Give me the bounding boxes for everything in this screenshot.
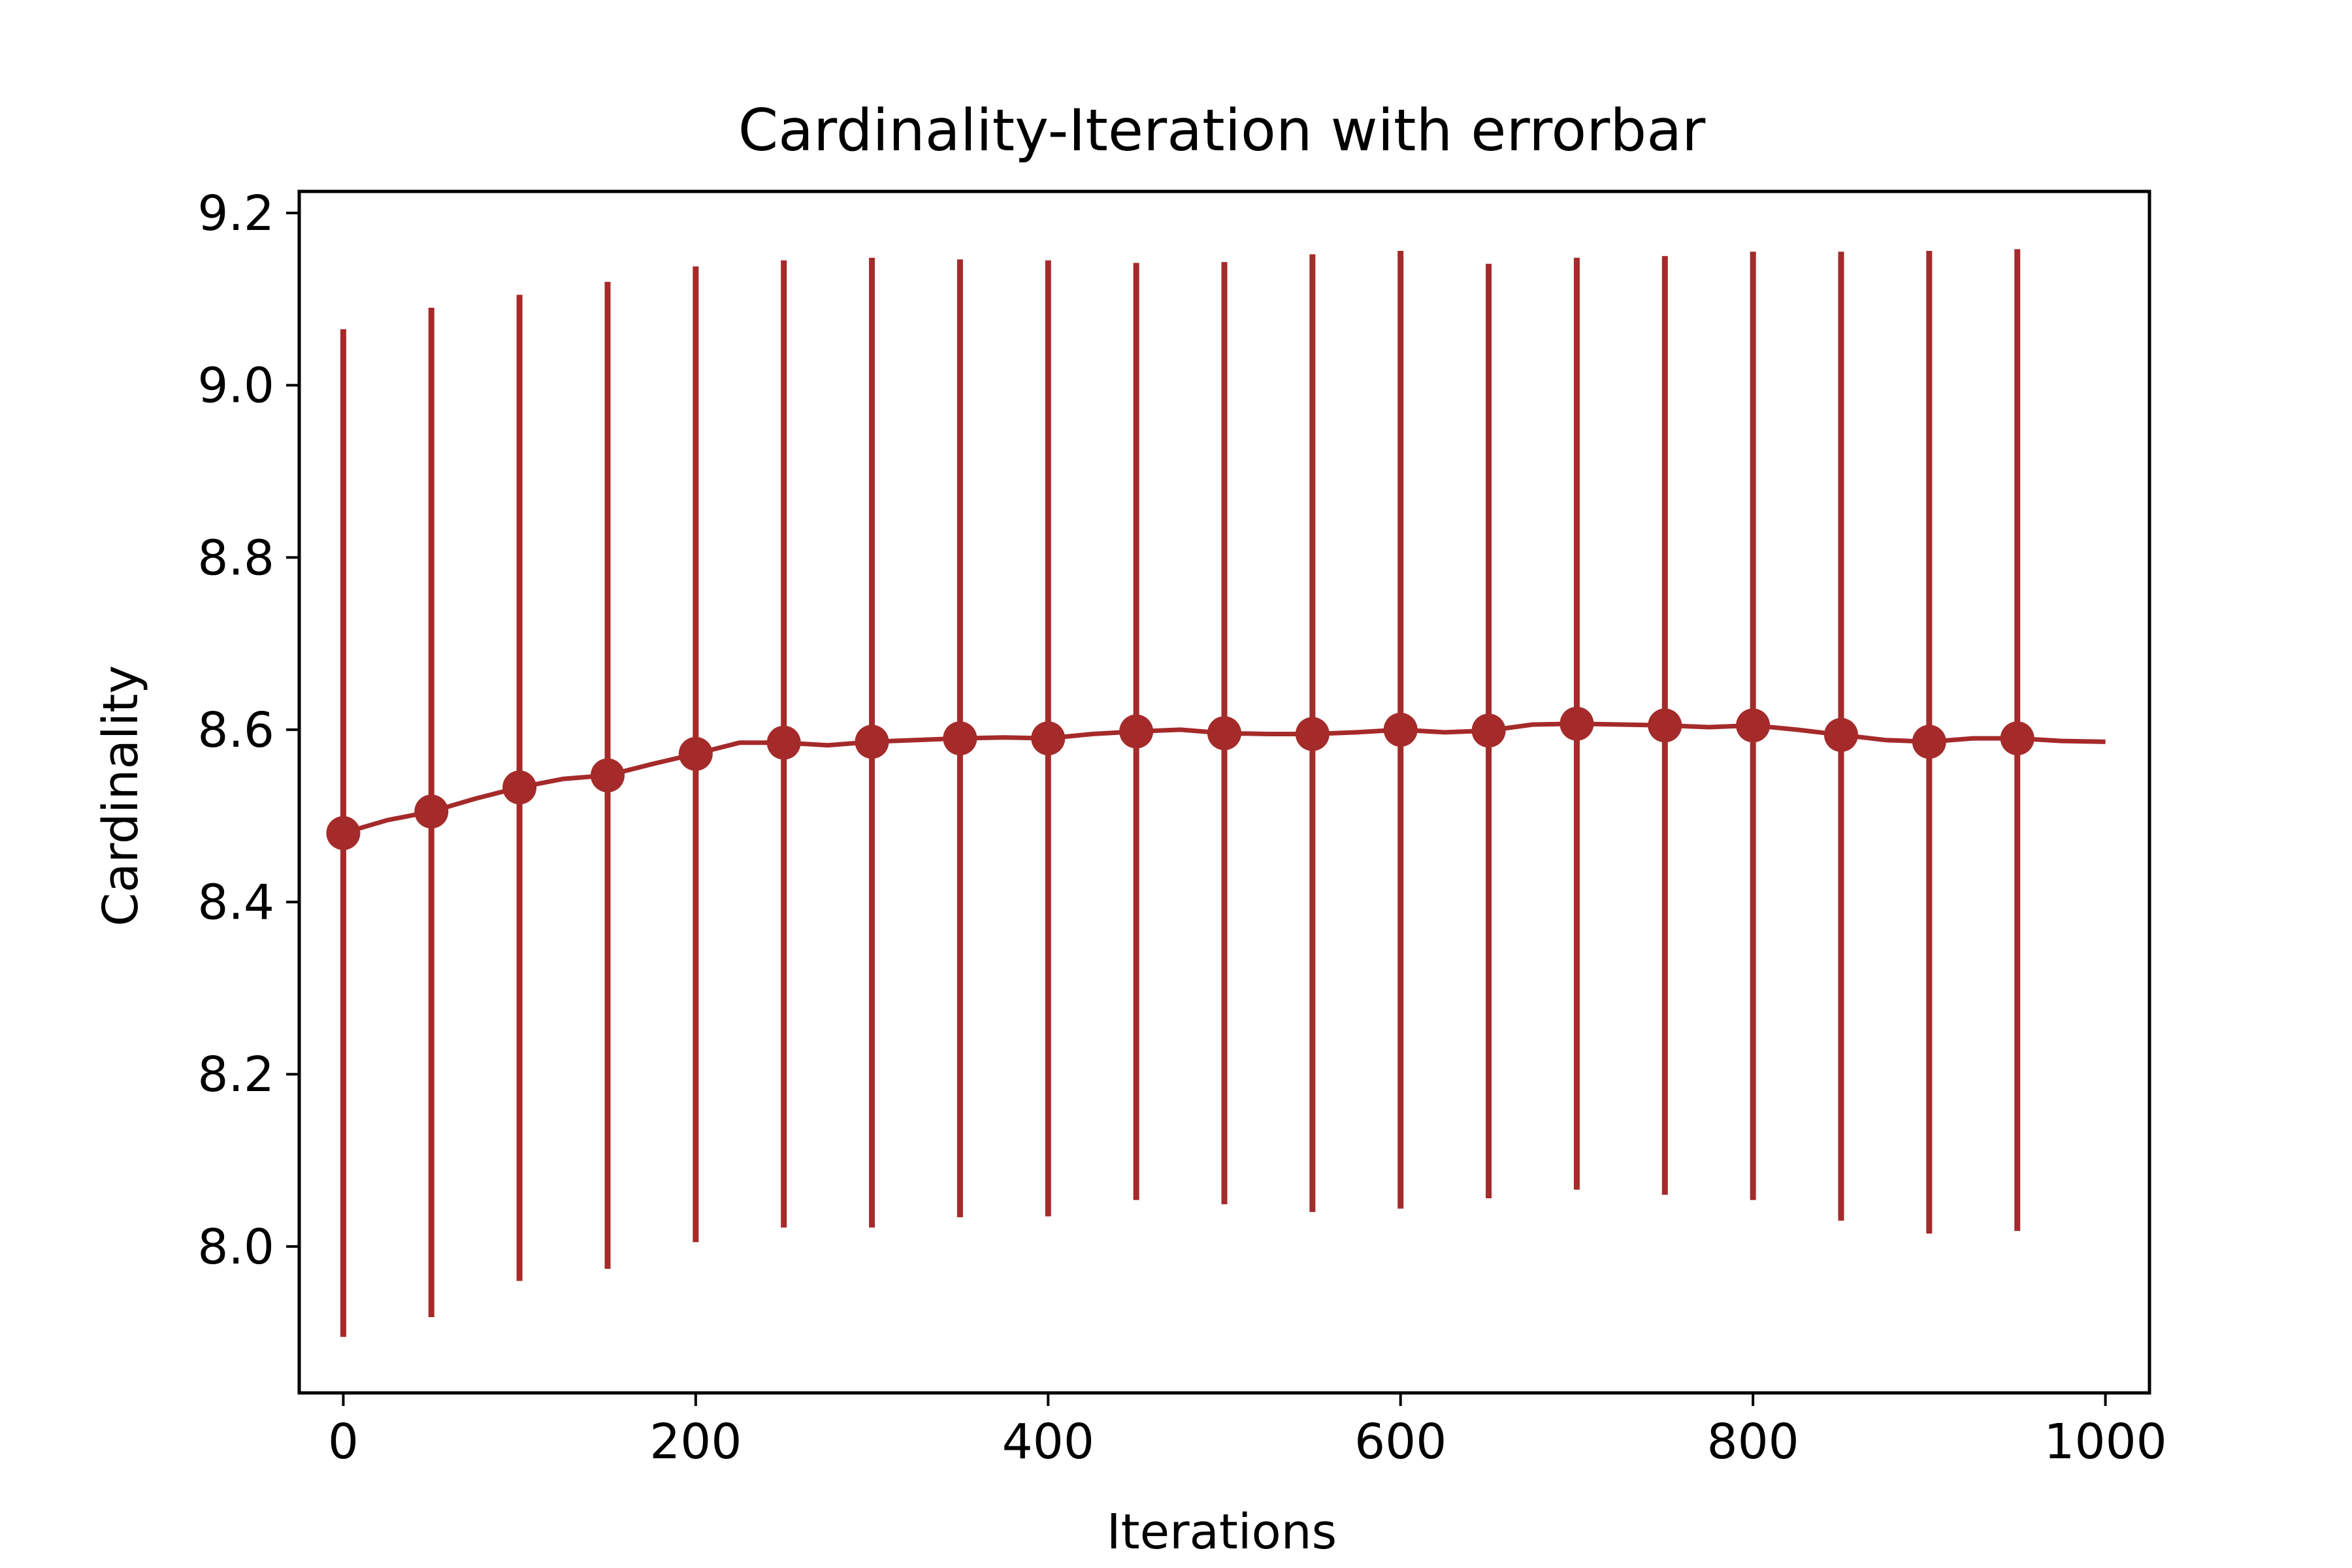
data-point [1648,708,1682,743]
data-point [943,721,977,756]
data-point [1031,721,1066,756]
y-tick-label: 8.4 [197,875,274,931]
data-point [326,816,361,851]
data-point [1471,713,1506,748]
plot-frame [297,189,2151,1395]
chart-title: Cardinality-Iteration with errorbar [738,97,1706,164]
data-point [2000,721,2034,756]
x-tick-label: 800 [1707,1414,1799,1470]
data-point [414,794,449,829]
y-tick-label: 8.6 [197,702,274,759]
plot-area [326,249,2106,1337]
axes: 0 200 400 600 800 1000 8.0 8.2 8.4 8.6 8.8 9.0 9.2 [197,186,2166,1470]
y-axis-label: Cardinality [93,665,149,926]
data-point [1119,714,1154,749]
data-point [591,758,625,792]
data-point [502,770,537,805]
data-point [1295,717,1330,751]
data-point [1736,708,1771,743]
y-tick-label: 9.2 [197,186,274,242]
data-point [855,725,889,759]
x-tick-label: 400 [1002,1414,1094,1470]
y-tick-label: 8.0 [197,1219,274,1275]
data-point [1824,717,1858,752]
data-point [766,725,801,760]
data-point [678,736,713,771]
x-tick-label: 200 [649,1414,742,1470]
y-tick-label: 8.8 [197,530,274,586]
data-point [1560,706,1594,741]
x-tick-label: 0 [328,1414,359,1470]
x-tick-label: 600 [1354,1414,1446,1470]
data-point [1912,725,1946,759]
y-tick-label: 8.2 [197,1047,274,1103]
data-point [1383,712,1418,747]
x-axis-label: Iterations [1107,1504,1337,1560]
x-tick-label: 1000 [2044,1414,2166,1470]
data-point [1207,716,1241,751]
y-tick-label: 9.0 [197,358,274,414]
